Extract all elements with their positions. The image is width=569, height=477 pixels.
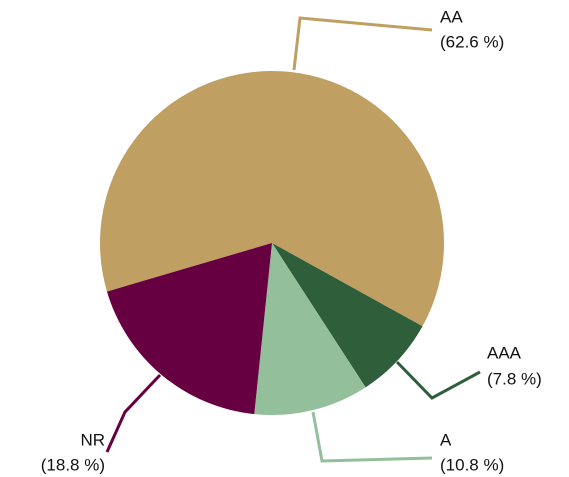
leader-line [311, 411, 433, 463]
slice-label: AA [440, 7, 463, 26]
pie-slice [106, 243, 273, 415]
slice-value-label: (18.8 %) [41, 455, 105, 474]
pie-slice [99, 70, 444, 327]
slice-label: A [440, 430, 452, 449]
slice-value-label: (10.8 %) [440, 455, 504, 474]
slice-label: AAA [487, 343, 522, 362]
pie-slice [254, 243, 366, 415]
slice-label: NR [80, 430, 105, 449]
leader-line [395, 360, 481, 400]
pie-slice [272, 243, 423, 388]
slice-value-label: (7.8 %) [487, 369, 542, 388]
leader-line [292, 16, 433, 71]
slice-value-label: (62.6 %) [440, 32, 504, 51]
leader-line [105, 373, 162, 453]
